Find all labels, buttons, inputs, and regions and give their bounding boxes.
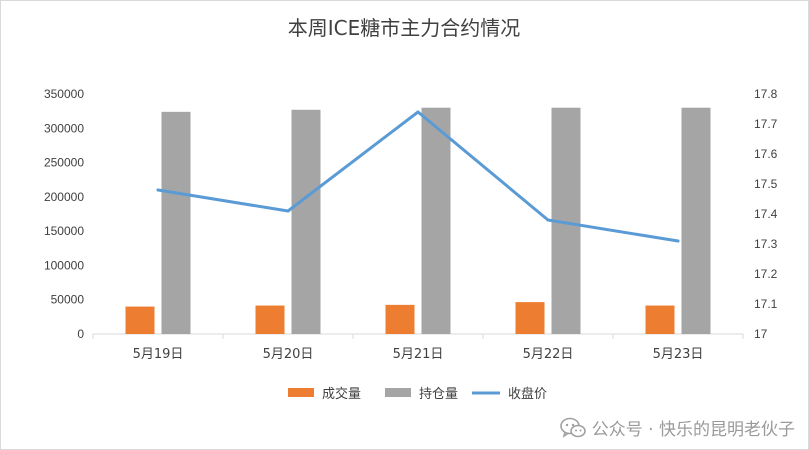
y-right-tick-label: 17 <box>754 327 768 341</box>
legend-label: 持仓量 <box>419 387 458 402</box>
x-axis-category-label: 5月19日 <box>133 347 184 362</box>
y-left-tick-label: 250000 <box>44 156 84 170</box>
legend-swatch <box>288 388 314 397</box>
bar-volume <box>515 302 545 334</box>
chart-title: 本周ICE糖市主力合约情况 <box>288 16 521 40</box>
bar-open-interest <box>421 107 451 334</box>
y-right-tick-label: 17.8 <box>754 87 778 101</box>
y-right-tick-label: 17.1 <box>754 297 778 311</box>
bar-volume <box>125 306 155 334</box>
y-right-tick-label: 17.7 <box>754 117 778 131</box>
wechat-icon <box>559 417 586 438</box>
x-axis-category-label: 5月23日 <box>653 347 704 362</box>
y-left-tick-label: 200000 <box>44 190 84 204</box>
close-price-point <box>286 209 290 213</box>
bar-open-interest <box>161 111 191 334</box>
y-left-tick-label: 0 <box>77 327 84 341</box>
y-right-tick-label: 17.6 <box>754 147 778 161</box>
close-price-point <box>546 218 550 222</box>
y-left-tick-label: 100000 <box>44 258 84 272</box>
watermark: 公众号 · 快乐的昆明老伙子 <box>559 415 795 440</box>
bar-volume <box>645 305 675 334</box>
bar-open-interest <box>681 107 711 334</box>
y-left-tick-label: 50000 <box>51 293 85 307</box>
close-price-point <box>416 110 420 114</box>
bar-volume <box>255 305 285 334</box>
y-left-tick-label: 300000 <box>44 121 84 135</box>
x-axis-category-label: 5月21日 <box>393 347 444 362</box>
legend-label: 收盘价 <box>508 386 547 402</box>
y-right-tick-label: 17.5 <box>754 177 778 191</box>
close-price-line <box>156 110 680 243</box>
y-left-tick-label: 350000 <box>44 87 84 101</box>
x-axis-category-label: 5月22日 <box>523 347 574 362</box>
close-price-point <box>156 188 160 192</box>
bar-open-interest <box>291 109 321 335</box>
bar-volume <box>385 304 415 334</box>
x-axis-category-label: 5月20日 <box>263 347 314 362</box>
y-right-tick-label: 17.2 <box>754 267 778 281</box>
plot-area: 0 50000 100000 150000 200000 250000 300000 3500… <box>44 87 778 362</box>
legend-swatch <box>385 388 411 397</box>
legend-label: 成交量 <box>322 386 361 402</box>
watermark-text: 公众号 · 快乐的昆明老伙子 <box>591 420 795 440</box>
legend: 成交量 持仓量 收盘价 <box>288 386 547 402</box>
y-right-tick-label: 17.3 <box>754 237 778 251</box>
y-left-tick-label: 150000 <box>44 224 84 238</box>
close-price-point <box>676 239 680 243</box>
y-right-tick-label: 17.4 <box>754 207 778 221</box>
